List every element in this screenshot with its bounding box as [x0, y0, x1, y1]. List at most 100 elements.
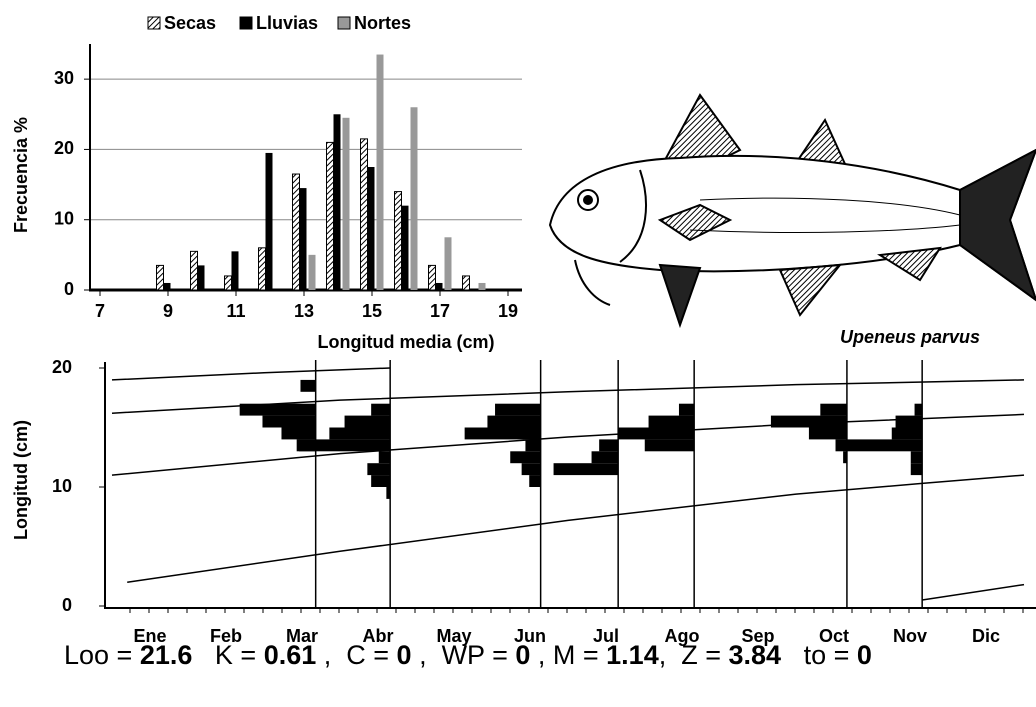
parameter-label: to =: [781, 640, 857, 670]
legend-label: Lluvias: [256, 13, 318, 33]
bar: [266, 153, 273, 290]
growth-curve: [922, 585, 1024, 600]
bar: [479, 283, 486, 290]
bar: [361, 139, 368, 290]
frequency-bar: [329, 428, 390, 440]
frequency-bar: [345, 416, 391, 428]
frequency-bar: [599, 439, 618, 451]
y-tick-label: 0: [64, 279, 74, 299]
frequency-bar: [487, 416, 540, 428]
parameter-label: K =: [192, 640, 263, 670]
parameter-label: , Z =: [659, 640, 729, 670]
x-tick-label: 17: [430, 301, 450, 321]
parameter-value: 0: [397, 640, 412, 670]
frequency-bar: [809, 428, 847, 440]
parameter-label: , M =: [530, 640, 606, 670]
frequency-bar: [465, 428, 541, 440]
bar: [445, 237, 452, 290]
x-tick-label: 9: [163, 301, 173, 321]
x-tick-label: Dic: [972, 626, 1000, 646]
y-tick-label: 20: [52, 357, 72, 377]
bar: [327, 142, 334, 290]
bar: [368, 167, 375, 290]
parameter-value: 3.84: [729, 640, 782, 670]
frequency-bar: [525, 439, 540, 451]
parameter-value: 1.14: [606, 640, 659, 670]
legend-label: Secas: [164, 13, 216, 33]
bar: [334, 114, 341, 290]
frequency-bar: [529, 475, 540, 487]
frequency-bar: [510, 451, 540, 463]
frequency-bar: [679, 404, 694, 416]
frequency-bar: [299, 439, 390, 451]
x-tick-label: 19: [498, 301, 518, 321]
frequency-bar: [522, 463, 541, 475]
x-tick-label: Nov: [893, 626, 927, 646]
frequency-bar: [300, 380, 315, 392]
frequency-bar: [896, 416, 923, 428]
parameter-label: Loo =: [64, 640, 140, 670]
x-tick-label: 15: [362, 301, 382, 321]
parameter-value: 21.6: [140, 640, 193, 670]
frequency-bar: [892, 428, 922, 440]
frequency-bar: [386, 487, 390, 499]
legend-swatch: [240, 17, 252, 29]
frequency-bar: [911, 451, 922, 463]
parameter-value: 0: [515, 640, 530, 670]
frequency-bar: [262, 416, 315, 428]
bar: [225, 276, 232, 290]
x-tick-label: 7: [95, 301, 105, 321]
bar: [157, 265, 164, 290]
parameters: Loo = 21.6 K = 0.61 , C = 0 , WP = 0 , M…: [64, 640, 872, 671]
bar: [436, 283, 443, 290]
bar: [191, 251, 198, 290]
bar: [300, 188, 307, 290]
parameter-value: 0.61: [264, 640, 317, 670]
frequency-bar: [645, 439, 694, 451]
frequency-bar: [367, 463, 390, 475]
bar: [429, 265, 436, 290]
bar: [198, 265, 205, 290]
bar: [343, 118, 350, 290]
bar: [293, 174, 300, 290]
y-tick-label: 20: [54, 138, 74, 158]
x-tick-label: 13: [294, 301, 314, 321]
frequency-bar: [836, 439, 847, 451]
bar: [309, 255, 316, 290]
bar: [463, 276, 470, 290]
bar: [411, 107, 418, 290]
parameter-label: , C =: [316, 640, 396, 670]
fish-illustration: [550, 95, 1036, 325]
species-label: Upeneus parvus: [840, 327, 980, 347]
legend-label: Nortes: [354, 13, 411, 33]
x-axis-label: Longitud media (cm): [318, 332, 495, 352]
frequency-bar: [846, 439, 922, 451]
frequency-bar: [911, 463, 922, 475]
y-tick-label: 10: [52, 476, 72, 496]
y-tick-label: 10: [54, 208, 74, 228]
parameter-value: 0: [857, 640, 872, 670]
frequency-bar: [649, 416, 695, 428]
growth-curve: [112, 368, 390, 380]
growth-curve: [127, 475, 1024, 582]
bar: [377, 55, 384, 290]
bar: [164, 283, 171, 290]
legend-swatch: [338, 17, 350, 29]
frequency-bar: [843, 451, 847, 463]
y-tick-label: 30: [54, 68, 74, 88]
chart: Upeneus parvus 0 10 20 30 7 9 11 13 15 17 19 Secas L…: [0, 0, 1036, 707]
figure: Upeneus parvus 0 10 20 30 7 9 11 13 15 17 19 Secas L…: [0, 0, 1036, 707]
legend-swatch: [148, 17, 160, 29]
y-axis-label: Longitud (cm): [11, 420, 31, 540]
frequency-bar: [554, 463, 619, 475]
bar: [259, 248, 266, 290]
y-tick-label: 0: [62, 595, 72, 615]
frequency-bar: [915, 404, 923, 416]
y-axis-label: Frecuencia %: [11, 117, 31, 233]
x-tick-label: 11: [226, 301, 245, 321]
frequency-bar: [371, 475, 390, 487]
bar: [395, 192, 402, 290]
frequency-bar: [495, 404, 541, 416]
frequency-bar: [281, 428, 315, 440]
parameter-label: , WP =: [412, 640, 516, 670]
